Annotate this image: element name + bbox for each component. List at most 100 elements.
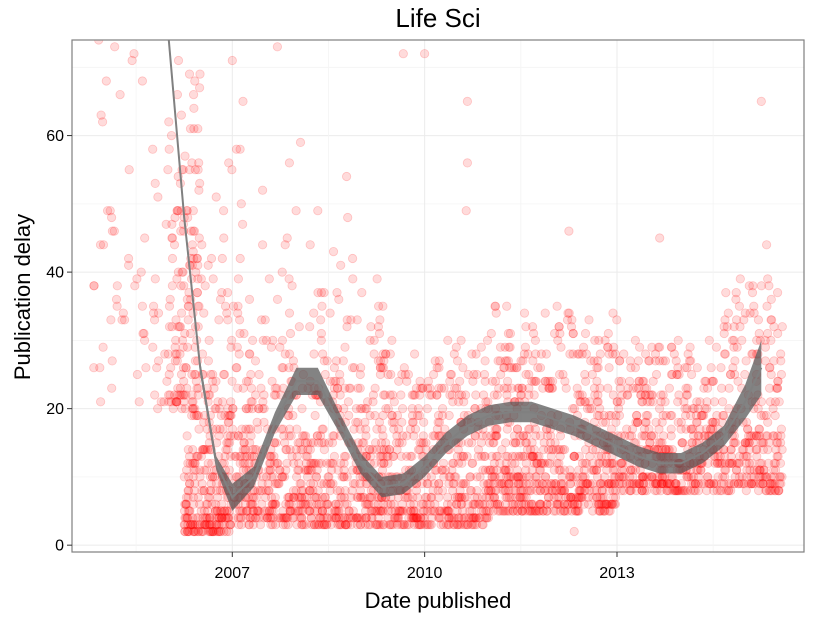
- scatter-point: [294, 458, 304, 468]
- scatter-point: [500, 342, 510, 352]
- scatter-point: [124, 260, 134, 270]
- scatter-point: [252, 506, 262, 516]
- scatter-point: [223, 513, 234, 523]
- scatter-point: [177, 267, 187, 277]
- scatter-point: [636, 390, 646, 400]
- scatter-point: [264, 274, 274, 284]
- scatter-point: [240, 499, 251, 509]
- scatter-point: [169, 240, 180, 250]
- scatter-point: [195, 499, 205, 509]
- scatter-point: [214, 513, 224, 523]
- scatter-point: [510, 438, 521, 448]
- scatter-point: [496, 369, 506, 380]
- scatter-point: [206, 369, 216, 380]
- scatter-point: [182, 513, 193, 523]
- scatter-point: [109, 226, 119, 236]
- scatter-point: [434, 479, 444, 489]
- scatter-point: [244, 520, 254, 530]
- scatter-point: [737, 335, 747, 345]
- scatter-point: [227, 424, 238, 434]
- scatter-point: [205, 485, 215, 496]
- scatter-point: [294, 492, 305, 502]
- scatter-point: [326, 479, 336, 489]
- scatter-point: [312, 465, 322, 475]
- scatter-point: [296, 492, 307, 502]
- scatter-point: [184, 526, 195, 537]
- scatter-point: [584, 315, 594, 325]
- scatter-point: [202, 520, 212, 530]
- scatter-point: [150, 274, 160, 284]
- scatter-point: [657, 479, 667, 489]
- scatter-point: [137, 76, 147, 86]
- scatter-point: [444, 410, 454, 421]
- scatter-point: [281, 465, 291, 475]
- scatter-point: [225, 410, 235, 421]
- scatter-point: [731, 315, 742, 325]
- scatter-point: [164, 117, 174, 127]
- scatter-point: [492, 390, 502, 400]
- scatter-point: [229, 513, 239, 523]
- scatter-point: [198, 444, 208, 455]
- scatter-point: [674, 390, 684, 400]
- scatter-point: [187, 520, 198, 530]
- scatter-point: [283, 492, 293, 502]
- scatter-point: [215, 403, 225, 414]
- scatter-point: [313, 438, 324, 448]
- scatter-point: [206, 479, 216, 489]
- scatter-point: [197, 444, 207, 455]
- scatter-point: [185, 328, 196, 339]
- scatter-point: [210, 403, 220, 414]
- scatter-point: [238, 431, 248, 441]
- scatter-point: [189, 90, 199, 100]
- scatter-point: [388, 390, 398, 400]
- scatter-point: [257, 403, 268, 414]
- scatter-point: [465, 485, 476, 496]
- scatter-point: [355, 492, 366, 502]
- scatter-point: [217, 513, 227, 523]
- scatter-point: [761, 431, 771, 441]
- scatter-point: [275, 513, 285, 523]
- scatter-point: [192, 410, 202, 421]
- scatter-point: [107, 212, 117, 223]
- scatter-point: [156, 397, 166, 407]
- scatter-point: [222, 506, 232, 516]
- scatter-point: [384, 444, 394, 455]
- scatter-point: [216, 526, 226, 537]
- scatter-point: [387, 410, 397, 421]
- scatter-point: [130, 281, 140, 291]
- scatter-point: [197, 240, 207, 250]
- scatter-point: [741, 356, 751, 366]
- scatter-point: [173, 383, 183, 393]
- scatter-point: [164, 144, 174, 154]
- scatter-point: [201, 499, 211, 509]
- scatter-point: [568, 349, 578, 359]
- scatter-point: [167, 281, 177, 291]
- scatter-point: [422, 492, 432, 502]
- scatter-point: [259, 390, 269, 400]
- scatter-point: [369, 335, 379, 345]
- scatter-point: [183, 301, 193, 311]
- scatter-point: [284, 492, 294, 502]
- scatter-point: [168, 403, 178, 414]
- scatter-point: [233, 301, 243, 311]
- scatter-point: [222, 513, 232, 523]
- scatter-point: [309, 506, 320, 516]
- scatter-point: [728, 363, 738, 373]
- scatter-point: [167, 233, 178, 243]
- scatter-point: [177, 335, 188, 345]
- scatter-point: [347, 253, 358, 264]
- scatter-point: [317, 438, 327, 448]
- scatter-point: [269, 451, 279, 461]
- scatter-point: [193, 124, 203, 134]
- scatter-point: [184, 451, 195, 461]
- scatter-point: [179, 520, 189, 530]
- scatter-point: [265, 465, 275, 475]
- scatter-point: [265, 458, 275, 468]
- scatter-point: [591, 492, 602, 502]
- scatter-point: [512, 424, 523, 434]
- scatter-point: [195, 83, 205, 93]
- scatter-point: [331, 513, 341, 523]
- scatter-point: [278, 363, 288, 373]
- scatter-point: [253, 506, 263, 516]
- scatter-point: [179, 472, 189, 482]
